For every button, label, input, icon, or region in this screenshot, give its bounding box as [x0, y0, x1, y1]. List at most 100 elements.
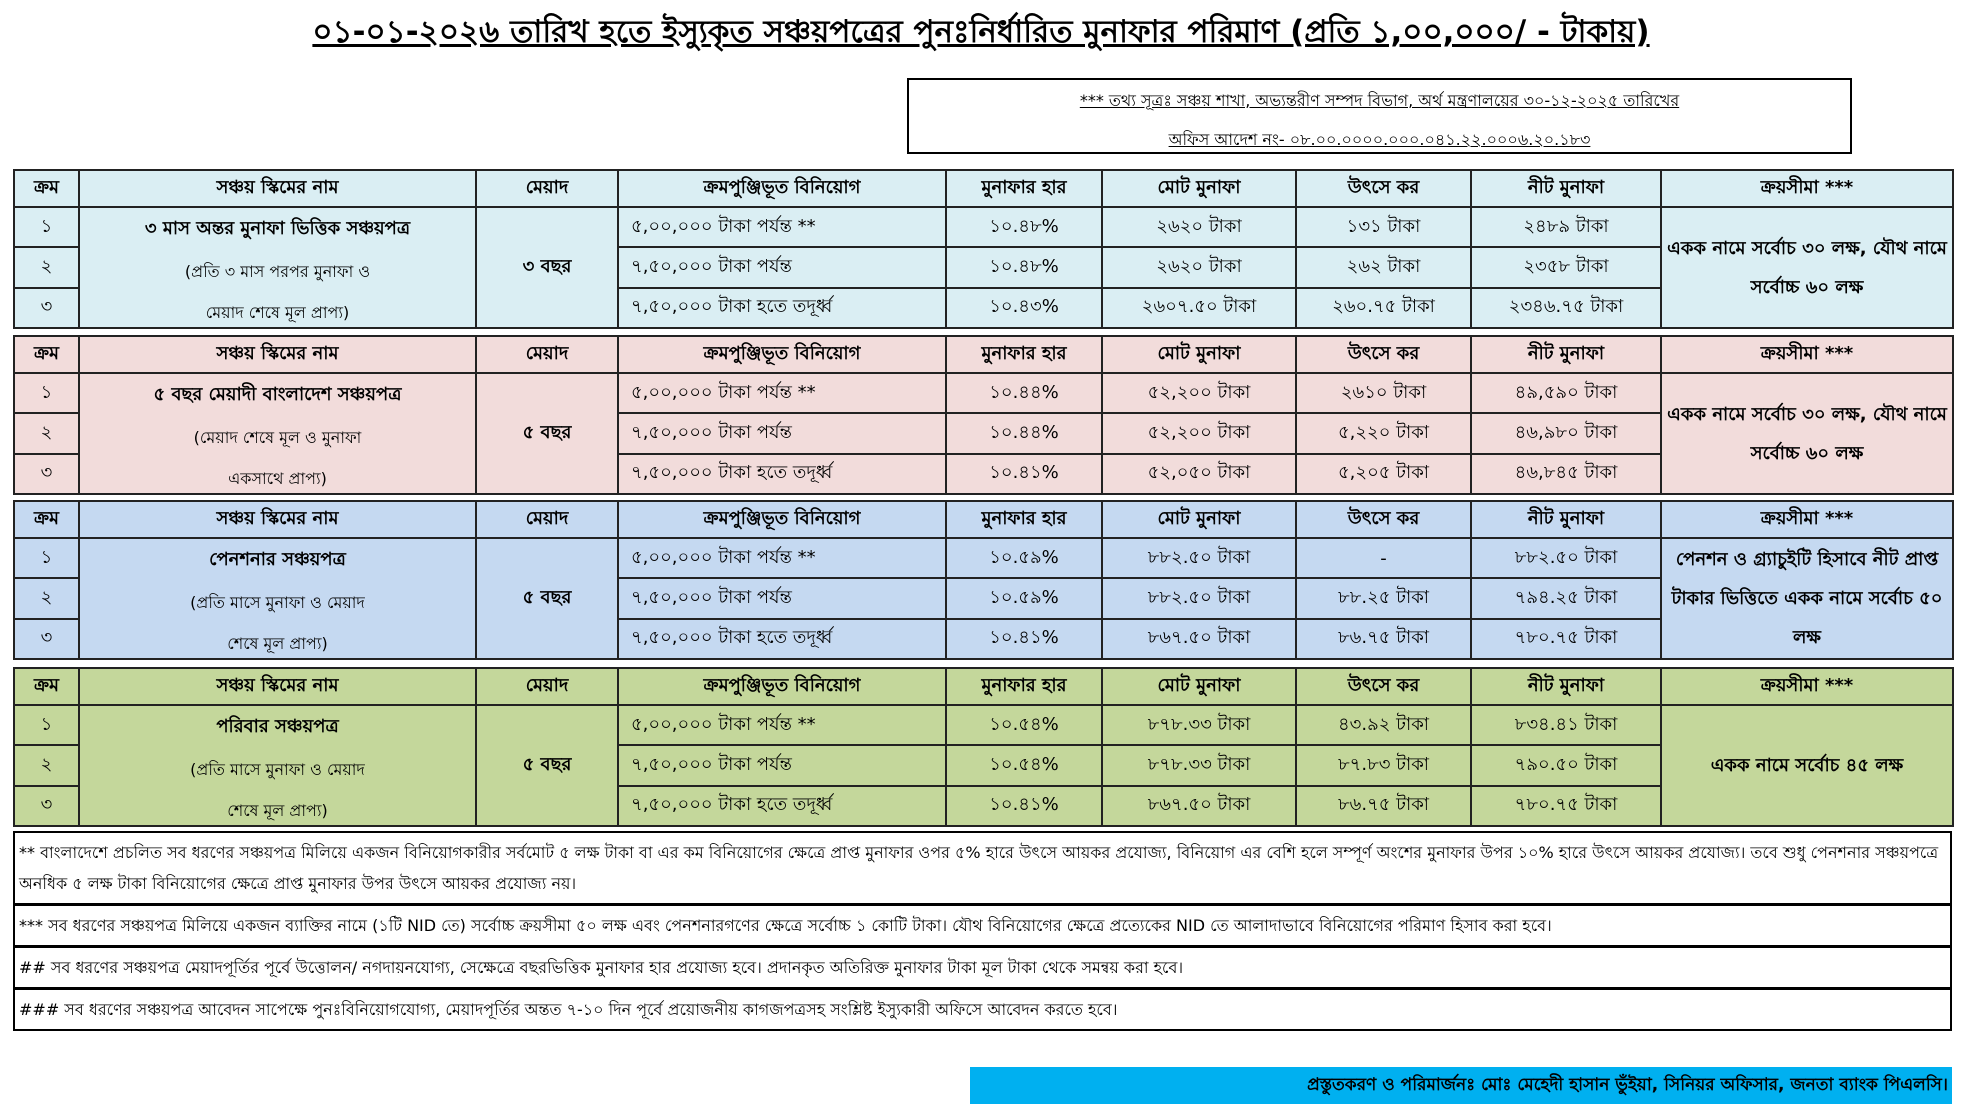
table-row: ৩ ৭,৫০,০০০ টাকা হতে তদূর্ধ্ব ১০.৪১% ৮৬৭.৫০ …	[13, 617, 1953, 661]
col-total-profit-header: মোট মুনাফা	[1101, 169, 1297, 208]
col-serial-header: ক্রম	[13, 335, 80, 374]
total-profit-cell: ৮৬৭.৫০ টাকা	[1101, 617, 1297, 661]
scheme-name-line: পেনশনার সঞ্চয়পত্র	[209, 549, 346, 570]
purchase-limit-cell: পেনশন ও গ্র্যাচুইটি হিসাবে নীট প্রাপ্ত ট…	[1660, 537, 1954, 660]
col-net-profit-header: নীট মুনাফা	[1470, 667, 1662, 706]
scheme-name-cell: পরিবার সঞ্চয়পত্র (প্রতি মাসে মুনাফা ও মে…	[78, 704, 477, 827]
scheme-table: ক্রম সঞ্চয় স্কিমের নাম মেয়াদ ক্রমপুঞ্জিভূ…	[13, 667, 1954, 828]
serial-cell: ২	[13, 246, 80, 289]
rate-cell: ১০.৪৮%	[945, 246, 1103, 289]
net-profit-cell: ৭৯০.৫০ টাকা	[1470, 744, 1662, 787]
net-profit-cell: ২৩৫৮ টাকা	[1470, 246, 1662, 289]
total-profit-cell: ৫২,০৫০ টাকা	[1101, 452, 1297, 496]
rate-cell: ১০.৪১%	[945, 784, 1103, 828]
notes-box: ** বাংলাদেশে প্রচলিত সব ধরণের সঞ্চয়পত্র…	[13, 831, 1952, 1031]
net-profit-cell: ৭৯৪.২৫ টাকা	[1470, 577, 1662, 620]
note-purchase-limit: *** সব ধরণের সঞ্চয়পত্র মিলিয়ে একজন ব্য…	[15, 906, 1950, 948]
table-row: ৩ ৭,৫০,০০০ টাকা হতে তদূর্ধ্ব ১০.৪৩% ২৬০৭.৫০…	[13, 286, 1953, 330]
col-total-profit-header: মোট মুনাফা	[1101, 500, 1297, 539]
col-term-header: মেয়াদ	[475, 500, 619, 539]
tax-cell: ৮৮.২৫ টাকা	[1295, 577, 1472, 620]
total-profit-cell: ৮৮২.৫০ টাকা	[1101, 577, 1297, 620]
source-line-2: অফিস আদেশ নং- ০৮.০০.০০০০.০০০.০৪১.২২.০০০৬…	[1168, 130, 1591, 149]
investment-cell: ৭,৫০,০০০ টাকা হতে তদূর্ধ্ব	[617, 452, 947, 496]
note-encashment: ## সব ধরণের সঞ্চয়পত্র মেয়াদপূর্তির পূর…	[15, 948, 1950, 990]
table-row: ১ ৩ মাস অন্তর মুনাফা ভিত্তিক সঞ্চয়পত্র (প…	[13, 205, 1954, 329]
term-cell: ৩ বছর	[475, 206, 619, 329]
net-profit-cell: ৪৯,৫৯০ টাকা	[1470, 371, 1662, 415]
scheme-name-cell: ৫ বছর মেয়াদী বাংলাদেশ সঞ্চয়পত্র (মেয়াদ…	[78, 372, 477, 495]
scheme-table: ক্রম সঞ্চয় স্কিমের নাম মেয়াদ ক্রমপুঞ্জিভূ…	[13, 335, 1954, 496]
serial-cell: ৩	[13, 452, 80, 496]
header-row: ক্রম সঞ্চয় স্কিমের নাম মেয়াদ ক্রমপুঞ্জিভূ…	[13, 500, 1954, 539]
col-investment-header: ক্রমপুঞ্জিভূত বিনিয়োগ	[617, 500, 947, 539]
serial-cell: ১	[13, 205, 80, 249]
investment-cell: ৭,৫০,০০০ টাকা পর্যন্ত	[617, 744, 947, 787]
col-limit-header: ক্রয়সীমা ***	[1660, 667, 1954, 706]
tax-cell: ৮৬.৭৫ টাকা	[1295, 617, 1472, 661]
net-profit-cell: ৮৩৪.৪১ টাকা	[1470, 703, 1662, 747]
table-row: ২ ৭,৫০,০০০ টাকা পর্যন্ত ১০.৫৯% ৮৮২.৫০ টাকা ৮…	[13, 577, 1953, 620]
table-row: ২ ৭,৫০,০০০ টাকা পর্যন্ত ১০.৫৪% ৮৭৮.৩৩ টাকা ৮…	[13, 744, 1953, 787]
table-row: ২ ৭,৫০,০০০ টাকা পর্যন্ত ১০.৪৪% ৫২,২০০ টাকা ৫…	[13, 412, 1953, 455]
total-profit-cell: ৮৭৮.৩৩ টাকা	[1101, 744, 1297, 787]
header-row: ক্রম সঞ্চয় স্কিমের নাম মেয়াদ ক্রমপুঞ্জিভূ…	[13, 667, 1954, 706]
credit-banner: প্রস্তুতকরণ ও পরিমার্জনঃ মোঃ মেহেদী হাসা…	[970, 1067, 1952, 1104]
col-tax-header: উৎসে কর	[1295, 500, 1472, 539]
table-row: ২ ৭,৫০,০০০ টাকা পর্যন্ত ১০.৪৮% ২৬২০ টাকা ২৬২…	[13, 246, 1953, 289]
source-line-1: *** তথ্য সূত্রঃ সঞ্চয় শাখা, অভ্যন্তরীণ …	[1079, 91, 1680, 110]
net-profit-cell: ২৩৪৬.৭৫ টাকা	[1470, 286, 1662, 330]
net-profit-cell: ৭৮০.৭৫ টাকা	[1470, 617, 1662, 661]
tax-cell: ৫,২২০ টাকা	[1295, 412, 1472, 455]
investment-cell: ৭,৫০,০০০ টাকা হতে তদূর্ধ্ব	[617, 617, 947, 661]
table-row: ৩ ৭,৫০,০০০ টাকা হতে তদূর্ধ্ব ১০.৪১% ৫২,০৫০ …	[13, 452, 1953, 496]
scheme-name-line: শেষে মূল প্রাপ্য)	[227, 634, 328, 653]
col-limit-header: ক্রয়সীমা ***	[1660, 169, 1954, 208]
serial-cell: ২	[13, 744, 80, 787]
net-profit-cell: ২৪৮৯ টাকা	[1470, 205, 1662, 249]
scheme-name-line: মেয়াদ শেষে মূল প্রাপ্য)	[205, 303, 350, 322]
rate-cell: ১০.৪৮%	[945, 205, 1103, 249]
col-scheme-name-header: সঞ্চয় স্কিমের নাম	[78, 667, 477, 706]
scheme-name-cell: ৩ মাস অন্তর মুনাফা ভিত্তিক সঞ্চয়পত্র (প্…	[78, 206, 477, 329]
tax-cell: ২৬২ টাকা	[1295, 246, 1472, 289]
serial-cell: ৩	[13, 286, 80, 330]
rate-cell: ১০.৫৯%	[945, 536, 1103, 580]
total-profit-cell: ৮৮২.৫০ টাকা	[1101, 536, 1297, 580]
serial-cell: ৩	[13, 617, 80, 661]
note-tax: ** বাংলাদেশে প্রচলিত সব ধরণের সঞ্চয়পত্র…	[15, 833, 1950, 906]
tax-cell: ৫,২০৫ টাকা	[1295, 452, 1472, 496]
scheme-name-line: ৫ বছর মেয়াদী বাংলাদেশ সঞ্চয়পত্র	[153, 384, 402, 405]
investment-cell: ৫,০০,০০০ টাকা পর্যন্ত **	[617, 205, 947, 249]
tax-cell: ২৬১০ টাকা	[1295, 371, 1472, 415]
investment-cell: ৫,০০,০০০ টাকা পর্যন্ত **	[617, 371, 947, 415]
tax-cell: ১৩১ টাকা	[1295, 205, 1472, 249]
col-investment-header: ক্রমপুঞ্জিভূত বিনিয়োগ	[617, 335, 947, 374]
tax-cell: ৪৩.৯২ টাকা	[1295, 703, 1472, 747]
col-total-profit-header: মোট মুনাফা	[1101, 667, 1297, 706]
col-term-header: মেয়াদ	[475, 335, 619, 374]
purchase-limit-cell: একক নামে সর্বোচ ৩০ লক্ষ, যৌথ নামে সর্বোচ…	[1660, 372, 1954, 495]
col-tax-header: উৎসে কর	[1295, 667, 1472, 706]
col-rate-header: মুনাফার হার	[945, 500, 1103, 539]
scheme-table: ক্রম সঞ্চয় স্কিমের নাম মেয়াদ ক্রমপুঞ্জিভূ…	[13, 500, 1954, 661]
serial-cell: ১	[13, 371, 80, 415]
col-rate-header: মুনাফার হার	[945, 667, 1103, 706]
investment-cell: ৭,৫০,০০০ টাকা হতে তদূর্ধ্ব	[617, 784, 947, 828]
source-box: *** তথ্য সূত্রঃ সঞ্চয় শাখা, অভ্যন্তরীণ …	[907, 78, 1852, 154]
scheme-name-line: শেষে মূল প্রাপ্য)	[227, 801, 328, 820]
total-profit-cell: ৫২,২০০ টাকা	[1101, 412, 1297, 455]
rate-cell: ১০.৫৪%	[945, 703, 1103, 747]
serial-cell: ২	[13, 412, 80, 455]
rate-cell: ১০.৪৪%	[945, 412, 1103, 455]
header-row: ক্রম সঞ্চয় স্কিমের নাম মেয়াদ ক্রমপুঞ্জিভূ…	[13, 335, 1954, 374]
col-limit-header: ক্রয়সীমা ***	[1660, 500, 1954, 539]
purchase-limit-cell: একক নামে সর্বোচ ৪৫ লক্ষ	[1660, 704, 1954, 827]
col-investment-header: ক্রমপুঞ্জিভূত বিনিয়োগ	[617, 169, 947, 208]
col-total-profit-header: মোট মুনাফা	[1101, 335, 1297, 374]
col-net-profit-header: নীট মুনাফা	[1470, 500, 1662, 539]
col-tax-header: উৎসে কর	[1295, 335, 1472, 374]
term-cell: ৫ বছর	[475, 372, 619, 495]
investment-cell: ৭,৫০,০০০ টাকা পর্যন্ত	[617, 412, 947, 455]
col-rate-header: মুনাফার হার	[945, 335, 1103, 374]
